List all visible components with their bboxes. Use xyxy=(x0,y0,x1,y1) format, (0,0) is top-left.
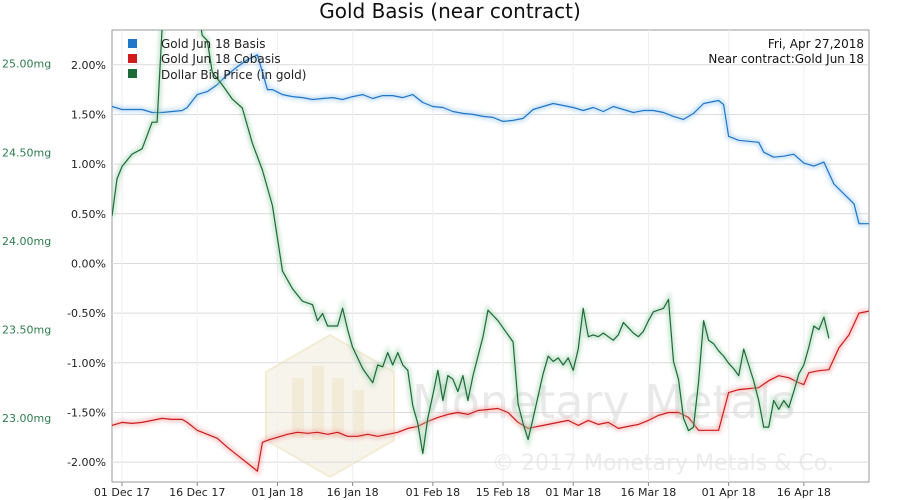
y-left-tick-label: -2.00% xyxy=(67,456,106,469)
y-right-tick-label: 24.50mg xyxy=(2,146,51,159)
near-contract-label: Near contract:Gold Jun 18 xyxy=(708,52,864,66)
left-axis-ticks: 2.00% 1.50% 1.00% 0.50% 0.00% -0.50% -1.00% -1.… xyxy=(67,59,106,469)
watermark-copyright: © 2017 Monetary Metals & Co. xyxy=(492,451,834,476)
series-line-basis xyxy=(112,54,869,225)
legend-label-dollar: Dollar Bid Price (in gold) xyxy=(161,68,306,82)
legend-swatch-cobasis xyxy=(128,54,137,63)
x-tick-label: 16 Jan 18 xyxy=(327,486,379,499)
x-tick-label: 01 Dec 17 xyxy=(94,486,150,499)
x-tick-label: 01 Jan 18 xyxy=(251,486,303,499)
x-tick-label: 16 Dec 17 xyxy=(169,486,225,499)
chart-title: Gold Basis (near contract) xyxy=(319,0,581,23)
y-left-tick-label: 2.00% xyxy=(71,59,106,72)
x-tick-label: 16 Mar 18 xyxy=(621,486,677,499)
y-left-tick-label: -1.50% xyxy=(67,406,106,419)
x-tick-label: 01 Mar 18 xyxy=(545,486,601,499)
y-left-tick-label: 0.00% xyxy=(71,257,106,270)
x-tick-label: 15 Feb 18 xyxy=(476,486,530,499)
series-line-cobasis xyxy=(112,310,869,472)
y-right-tick-label: 23.50mg xyxy=(2,324,51,337)
x-axis-ticks: 01 Dec 17 16 Dec 17 01 Jan 18 16 Jan 18 01 F… xyxy=(94,482,831,499)
legend: Gold Jun 18 Basis Gold Jun 18 Cobasis Do… xyxy=(128,37,306,82)
y-right-tick-label: 24.00mg xyxy=(2,235,51,248)
legend-label-basis: Gold Jun 18 Basis xyxy=(161,37,265,51)
y-right-tick-label: 23.00mg xyxy=(2,412,51,425)
watermark: Monetary Metals © 2017 Monetary Metals &… xyxy=(265,333,834,479)
plot-area-frame xyxy=(111,29,870,483)
y-left-tick-label: 1.00% xyxy=(71,158,106,171)
watermark-brand: Monetary Metals xyxy=(412,375,795,429)
x-tick-label: 01 Feb 18 xyxy=(406,486,460,499)
y-left-tick-label: 0.50% xyxy=(71,208,106,221)
date-label: Fri, Apr 27,2018 xyxy=(768,37,864,51)
x-tick-label: 01 Apr 18 xyxy=(702,486,756,499)
legend-swatch-dollar xyxy=(128,69,137,78)
legend-swatch-basis xyxy=(128,39,137,48)
legend-label-cobasis: Gold Jun 18 Cobasis xyxy=(161,52,281,66)
series-layer xyxy=(112,30,869,476)
y-left-tick-label: 1.50% xyxy=(71,108,106,121)
series-line-dollar xyxy=(112,30,830,455)
y-left-tick-label: -0.50% xyxy=(67,307,106,320)
right-axis-ticks: 25.00mg 24.50mg 24.00mg 23.50mg 23.00mg xyxy=(2,58,51,426)
y-left-tick-label: -1.00% xyxy=(67,357,106,370)
y-right-tick-label: 25.00mg xyxy=(2,58,51,71)
x-tick-label: 16 Apr 18 xyxy=(777,486,831,499)
